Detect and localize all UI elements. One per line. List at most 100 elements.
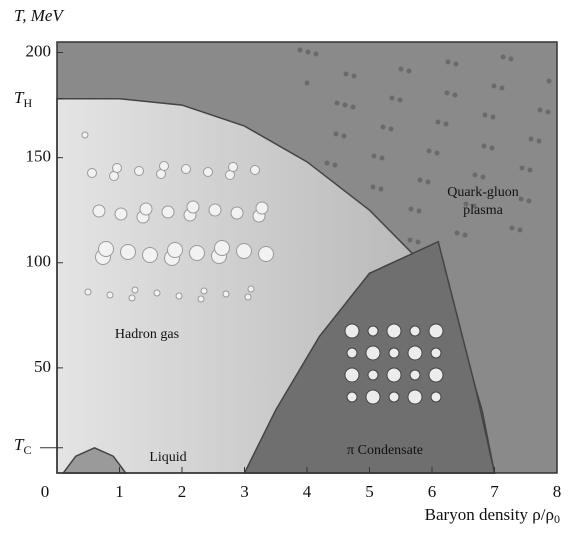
decor-dot: [518, 196, 524, 202]
decor-lattice: [365, 345, 381, 361]
decor-dot: [453, 61, 459, 67]
decor-dot: [304, 80, 310, 86]
decor-dot: [509, 225, 515, 231]
decor-dot: [343, 71, 349, 77]
decor-dot: [334, 100, 340, 106]
y-axis-label: T, MeV: [14, 6, 65, 25]
x-tick-label: 2: [178, 482, 187, 501]
decor-dot: [537, 107, 543, 113]
decor-dot: [406, 68, 412, 74]
decor-dot: [351, 73, 357, 79]
decor-dot: [350, 104, 356, 110]
decor-dot: [415, 239, 421, 245]
y-tick-label: 50: [34, 357, 51, 376]
decor-dot: [508, 56, 514, 62]
decor-bubble: [139, 202, 153, 216]
x-tick-label: 5: [365, 482, 374, 501]
decor-dot: [416, 208, 422, 214]
decor-dot: [462, 232, 468, 238]
tick-sub: H: [23, 96, 32, 110]
decor-lattice: [430, 347, 442, 359]
decor-lattice: [386, 323, 402, 339]
decor-bubble: [230, 206, 244, 220]
decor-dot: [379, 155, 385, 161]
decor-bubble: [106, 291, 114, 299]
x-tick-label: 3: [240, 482, 249, 501]
decor-dot: [517, 227, 523, 233]
x-tick-label: 7: [490, 482, 499, 501]
decor-dot: [463, 201, 469, 207]
decor-bubble: [112, 163, 122, 173]
decor-dot: [408, 206, 414, 212]
decor-bubble: [98, 241, 114, 257]
decor-bubble: [87, 168, 97, 178]
decor-dot: [341, 133, 347, 139]
decor-lattice: [367, 325, 379, 337]
decor-dot: [425, 179, 431, 185]
decor-dot: [472, 172, 478, 178]
decor-bubble: [153, 289, 161, 297]
decor-bubble: [236, 243, 252, 259]
decor-bubble: [255, 201, 269, 215]
decor-dot: [332, 162, 338, 168]
decor-bubble: [197, 295, 205, 303]
tick-main: T: [14, 88, 25, 107]
y-tick-label: 150: [26, 147, 52, 166]
decor-lattice: [344, 323, 360, 339]
decor-lattice: [409, 325, 421, 337]
decor-dot: [380, 124, 386, 130]
decor-bubble: [128, 294, 136, 302]
decor-bubble: [131, 286, 139, 294]
region-label: Liquid: [149, 450, 186, 465]
decor-dot: [426, 148, 432, 154]
decor-dot: [499, 85, 505, 91]
decor-dot: [397, 97, 403, 103]
decor-bubble: [81, 131, 89, 139]
decor-dot: [342, 102, 348, 108]
decor-lattice: [365, 389, 381, 405]
decor-bubble: [250, 165, 260, 175]
x-tick-label: 1: [115, 482, 124, 501]
y-tick-label: TH: [14, 88, 32, 110]
decor-dot: [388, 126, 394, 132]
decor-dot: [305, 49, 311, 55]
decor-dot: [490, 114, 496, 120]
region-label: Quark-gluon: [447, 185, 519, 200]
y-tick-label: TC: [14, 435, 31, 457]
decor-dot: [313, 51, 319, 57]
decor-bubble: [214, 240, 230, 256]
decor-dot: [417, 177, 423, 183]
decor-lattice: [346, 391, 358, 403]
decor-dot: [370, 184, 376, 190]
decor-dot: [407, 237, 413, 243]
decor-bubble: [142, 247, 158, 263]
decor-bubble: [247, 285, 255, 293]
decor-dot: [445, 59, 451, 65]
decor-dot: [324, 160, 330, 166]
decor-bubble: [181, 164, 191, 174]
decor-bubble: [120, 244, 136, 260]
decor-dot: [536, 138, 542, 144]
decor-lattice: [428, 367, 444, 383]
decor-dot: [545, 109, 551, 115]
decor-bubble: [208, 203, 222, 217]
decor-dot: [371, 153, 377, 159]
decor-dot: [333, 131, 339, 137]
decor-dot: [378, 186, 384, 192]
decor-dot: [546, 78, 552, 84]
decor-dot: [389, 95, 395, 101]
decor-dot: [528, 136, 534, 142]
x-tick-label: 0: [41, 482, 50, 501]
x-tick-label: 4: [303, 482, 312, 501]
decor-bubble: [167, 242, 183, 258]
decor-lattice: [407, 389, 423, 405]
tick-main: T: [14, 435, 25, 454]
decor-bubble: [186, 200, 200, 214]
region-label: Hadron gas: [115, 327, 179, 342]
decor-bubble: [92, 204, 106, 218]
decor-bubble: [200, 287, 208, 295]
decor-dot: [443, 121, 449, 127]
x-axis-label: Baryon density ρ/ρ0: [425, 505, 560, 526]
decor-bubble: [203, 167, 213, 177]
